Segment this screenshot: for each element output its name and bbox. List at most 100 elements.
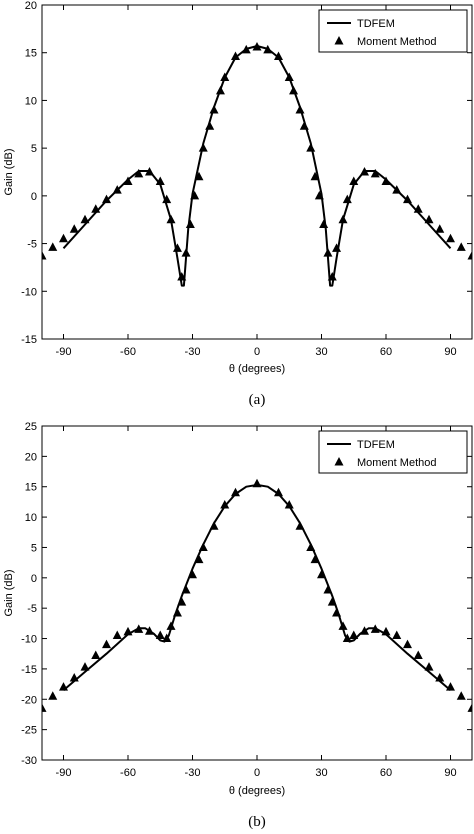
data-point-moment-method [381,626,391,636]
x-tick-label: 90 [444,767,456,779]
data-point-moment-method [306,143,316,152]
data-point-moment-method [172,608,182,617]
data-point-moment-method [332,608,342,617]
data-point-moment-method [198,143,208,152]
legend: TDFEM Moment Method [318,9,468,53]
x-tick-label: 30 [315,346,327,358]
y-tick-label: -15 [21,664,37,676]
data-point-moment-method [392,185,402,194]
data-point-moment-method [424,662,434,671]
data-point-moment-method [370,624,380,633]
y-tick-label: 10 [25,95,37,107]
data-point-moment-method [360,626,369,635]
data-point-moment-method [403,639,412,649]
y-tick-label: 20 [25,451,37,463]
x-tick-label: 30 [315,767,327,779]
data-point-moment-method [456,691,466,700]
data-point-moment-method [134,168,144,178]
data-point-moment-method [424,214,434,224]
legend-swatch-triangle [334,36,344,45]
data-point-moment-method [342,194,352,204]
data-point-moment-method [134,624,144,633]
data-point-moment-method [69,224,79,233]
data-point-moment-method [42,250,47,260]
data-point-moment-method [306,542,316,551]
data-point-moment-method [162,633,172,643]
data-point-moment-method [252,41,262,51]
data-point-moment-method [145,167,154,176]
data-point-moment-method [209,521,219,530]
data-point-moment-method [69,673,79,682]
y-tick-label: -20 [21,694,37,706]
data-point-moment-method [220,499,230,509]
data-point-moment-method [162,194,172,204]
data-point-moment-method [338,621,348,630]
chart-panel-b: -90 -60 -30 0 30 60 90 -30 -25 -20 -15 -10 -5 0 5 10 15 2… [3,421,473,830]
x-tick-label: 60 [380,767,392,779]
series-markers-moment-method [42,41,472,281]
data-point-moment-method [327,597,337,606]
y-tick-label: 5 [31,542,37,554]
data-point-moment-method [323,584,333,594]
data-point-moment-method [338,214,348,224]
panel-caption: (b) [248,814,266,830]
data-point-moment-method [231,487,240,497]
legend-label: Moment Method [357,36,436,48]
data-point-moment-method [310,554,320,564]
data-point-moment-method [112,630,122,640]
data-point-moment-method [177,271,187,281]
legend-label: Moment Method [357,457,436,469]
series-line-tdfem [62,45,452,287]
data-point-moment-method [299,121,309,130]
plot-frame [41,4,473,340]
data-point-moment-method [123,176,133,186]
data-point-moment-method [102,194,111,204]
legend-box [318,430,468,474]
data-point-moment-method [446,233,455,243]
data-point-moment-method [194,171,204,181]
x-tick-label: 60 [380,346,392,358]
data-point-moment-method [284,72,294,82]
data-point-moment-method [123,626,133,636]
legend-label: TDFEM [357,18,395,30]
data-point-moment-method [413,204,423,213]
data-point-moment-method [194,554,204,564]
data-point-moment-method [190,190,200,200]
data-point-moment-method [220,72,230,82]
data-point-moment-method [435,673,445,682]
data-point-moment-method [381,176,391,186]
data-point-moment-method [215,85,225,95]
data-point-moment-method [59,233,68,243]
y-tick-label: -15 [21,334,37,346]
data-point-moment-method [166,621,176,630]
data-point-moment-method [155,176,165,186]
data-point-moment-method [185,219,195,228]
y-tick-label: 10 [25,512,37,524]
data-point-moment-method [42,703,47,712]
series-markers-moment-method [42,478,472,712]
data-point-moment-method [166,214,176,224]
data-point-moment-method [263,44,273,54]
data-point-moment-method [435,224,445,233]
data-point-moment-method [155,630,165,640]
data-point-moment-method [349,630,359,640]
legend-swatch-triangle [334,457,344,466]
data-point-moment-method [181,584,191,594]
panel-caption: (a) [249,392,266,408]
data-point-moment-method [467,703,472,712]
data-point-moment-method [392,630,402,640]
y-tick-label: -5 [27,239,37,251]
data-point-moment-method [48,242,58,251]
y-tick-label: 20 [25,0,37,12]
x-tick-label: -30 [185,346,201,358]
y-tick-label: 0 [31,191,37,203]
data-point-moment-method [327,271,337,281]
data-point-moment-method [456,242,466,251]
y-tick-label: 25 [25,421,37,433]
data-point-moment-method [319,219,329,228]
x-axis-label: θ (degrees) [229,785,285,797]
data-point-moment-method [231,51,240,61]
data-point-moment-method [241,44,251,54]
y-tick-label: 15 [25,48,37,60]
data-point-moment-method [59,682,68,691]
